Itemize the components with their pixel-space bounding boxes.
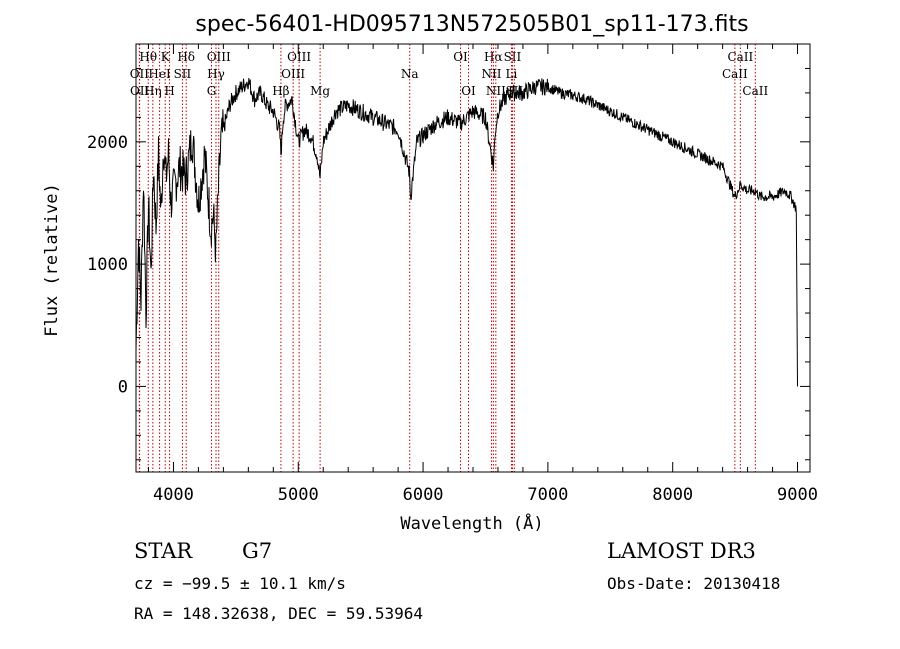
- line-label: OII: [130, 67, 150, 81]
- line-label: Hθ: [139, 50, 157, 64]
- redshift-cz: cz = −99.5 ± 10.1 km/s: [134, 574, 346, 593]
- line-label: Mg: [310, 84, 330, 98]
- line-label: G: [207, 84, 217, 98]
- y-tick-label: 0: [118, 377, 128, 397]
- line-label: OIII: [281, 67, 305, 81]
- line-label: OI: [461, 84, 476, 98]
- spectral-class: STAR: [134, 539, 193, 563]
- line-label: Li: [506, 67, 518, 81]
- line-label: H: [164, 84, 174, 98]
- line-label: Na: [401, 67, 419, 81]
- x-axis-label: Wavelength (Å): [400, 512, 543, 534]
- line-label: NII: [481, 67, 501, 81]
- ra-dec: RA = 148.32638, DEC = 59.53964: [134, 604, 423, 623]
- line-label: Hδ: [177, 50, 195, 64]
- line-label: SII: [504, 50, 522, 64]
- line-label: Hβ: [272, 84, 289, 98]
- line-label: NII: [486, 84, 506, 98]
- line-label: OII: [130, 84, 150, 98]
- x-tick-label: 7000: [527, 485, 568, 505]
- survey-name: LAMOST DR3: [607, 539, 756, 563]
- x-tick-label: 9000: [777, 485, 818, 505]
- line-label: CaII: [722, 67, 748, 81]
- line-label: Hα: [484, 50, 503, 64]
- chart-title: spec-56401-HD095713N572505B01_sp11-173.f…: [195, 12, 748, 37]
- line-label: Hη: [144, 84, 162, 98]
- spectrum-line: [135, 77, 798, 387]
- x-tick-label: 4000: [153, 485, 194, 505]
- line-label: OI: [453, 50, 468, 64]
- line-label: CaII: [727, 50, 753, 64]
- line-label: OIII: [287, 50, 311, 64]
- line-label: CaII: [742, 84, 768, 98]
- y-tick-label: 2000: [87, 133, 128, 153]
- x-tick-label: 5000: [278, 485, 319, 505]
- spectral-subclass: G7: [242, 539, 273, 563]
- line-label: K: [161, 50, 171, 64]
- line-label: OIII: [207, 50, 231, 64]
- y-axis-label: Flux (relative): [42, 183, 62, 337]
- line-label: SII: [174, 67, 192, 81]
- line-label: HeI: [148, 67, 171, 81]
- x-tick-label: 6000: [403, 485, 444, 505]
- observation-date: Obs-Date: 20130418: [607, 574, 781, 593]
- y-tick-label: 1000: [87, 255, 128, 275]
- line-label: Hγ: [207, 67, 225, 81]
- x-tick-label: 8000: [652, 485, 693, 505]
